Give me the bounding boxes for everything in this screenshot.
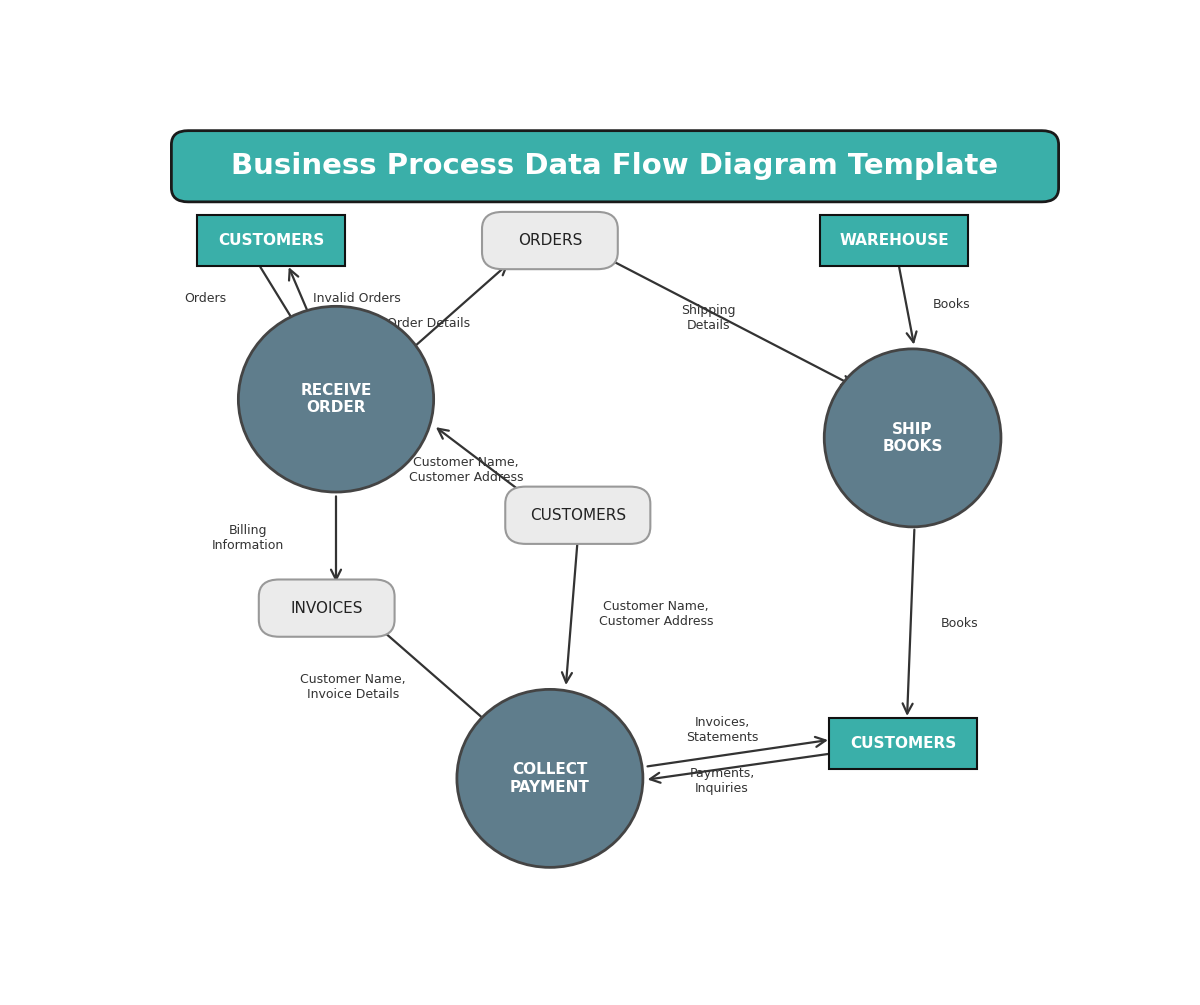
Text: CUSTOMERS: CUSTOMERS	[529, 508, 626, 523]
Text: RECEIVE
ORDER: RECEIVE ORDER	[300, 383, 372, 415]
FancyBboxPatch shape	[829, 718, 977, 769]
Text: WAREHOUSE: WAREHOUSE	[839, 233, 949, 248]
Ellipse shape	[239, 307, 433, 492]
Text: Books: Books	[932, 298, 971, 312]
Text: Orders: Orders	[185, 292, 227, 306]
Text: Payments,
Inquiries: Payments, Inquiries	[689, 767, 755, 795]
Text: COLLECT
PAYMENT: COLLECT PAYMENT	[510, 762, 590, 795]
Text: Billing
Information: Billing Information	[211, 525, 283, 553]
FancyBboxPatch shape	[197, 215, 344, 266]
Text: ORDERS: ORDERS	[517, 233, 582, 248]
Text: Invoices,
Statements: Invoices, Statements	[685, 716, 758, 744]
FancyBboxPatch shape	[820, 215, 968, 266]
FancyBboxPatch shape	[259, 580, 395, 637]
Ellipse shape	[457, 689, 643, 867]
Text: Invalid Orders: Invalid Orders	[312, 292, 401, 306]
Text: CUSTOMERS: CUSTOMERS	[850, 736, 956, 751]
Text: INVOICES: INVOICES	[290, 601, 362, 616]
Text: Business Process Data Flow Diagram Template: Business Process Data Flow Diagram Templ…	[232, 152, 998, 180]
FancyBboxPatch shape	[172, 131, 1058, 202]
FancyBboxPatch shape	[482, 212, 618, 269]
FancyBboxPatch shape	[505, 486, 650, 544]
Ellipse shape	[824, 349, 1001, 527]
Text: Customer Name,
Customer Address: Customer Name, Customer Address	[599, 600, 713, 628]
Text: SHIP
BOOKS: SHIP BOOKS	[882, 422, 943, 454]
Text: Order Details: Order Details	[388, 317, 470, 330]
Text: Books: Books	[941, 617, 978, 630]
Text: CUSTOMERS: CUSTOMERS	[217, 233, 324, 248]
Text: Customer Name,
Customer Address: Customer Name, Customer Address	[409, 456, 523, 484]
Text: Customer Name,
Invoice Details: Customer Name, Invoice Details	[300, 673, 406, 701]
Text: Shipping
Details: Shipping Details	[680, 304, 736, 332]
